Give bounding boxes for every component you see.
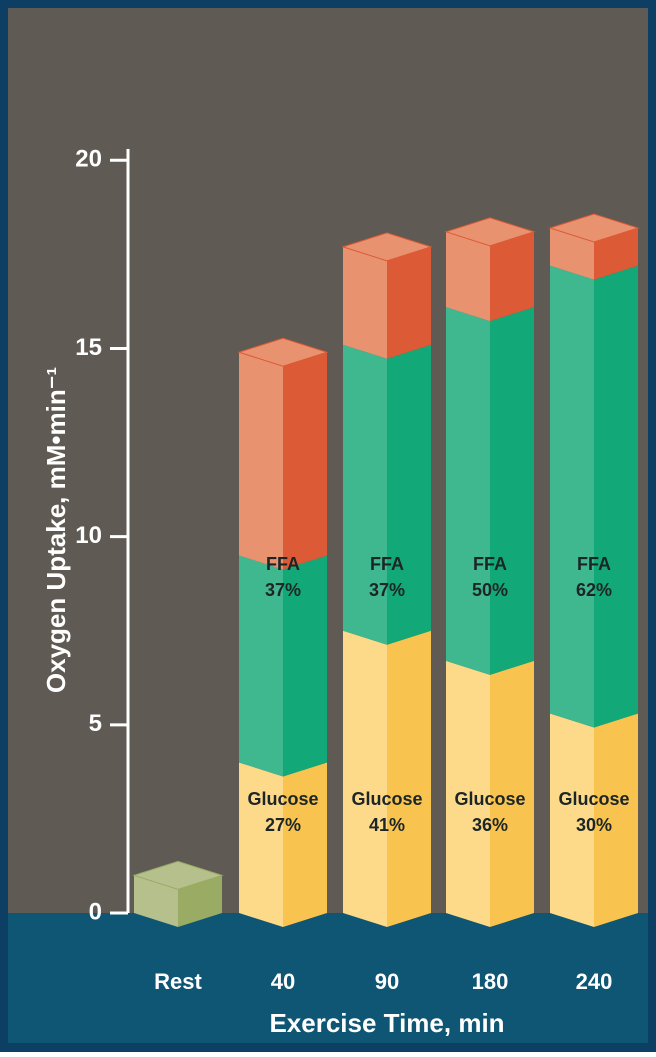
bar-segment-right xyxy=(594,713,638,927)
segment-share: 36% xyxy=(472,815,508,835)
x-tick-label: 40 xyxy=(271,969,295,994)
bar-segment-right xyxy=(490,660,534,927)
x-axis-title: Exercise Time, min xyxy=(269,1008,504,1038)
bar-segment-left xyxy=(343,246,387,359)
segment-share: 27% xyxy=(265,815,301,835)
segment-name: Glucose xyxy=(454,789,525,809)
segment-share: 30% xyxy=(576,815,612,835)
bar-top xyxy=(237,337,329,367)
segment-name: FFA xyxy=(577,554,611,574)
segment-name: FFA xyxy=(473,554,507,574)
bar-segment-right xyxy=(594,265,638,728)
x-tick-label: 90 xyxy=(375,969,399,994)
bar-segment-left xyxy=(550,228,594,280)
bar-top xyxy=(341,232,433,262)
bar-segment-right xyxy=(387,246,431,359)
segment-name: Glucose xyxy=(558,789,629,809)
bar-top xyxy=(548,213,640,243)
bar-segment-right xyxy=(490,307,534,675)
bar-segment-left xyxy=(446,660,490,927)
bar-segment-right xyxy=(283,762,327,927)
bar-segment-right xyxy=(490,231,534,322)
x-tick-label: 240 xyxy=(576,969,613,994)
bar-top xyxy=(132,860,224,890)
axis-band xyxy=(8,913,648,1043)
y-axis-title: Oxygen Uptake, mM•min⁻¹ xyxy=(41,367,71,693)
segment-share: 50% xyxy=(472,580,508,600)
bar-segment-right xyxy=(387,630,431,927)
bar-top xyxy=(444,217,536,247)
y-tick-label: 15 xyxy=(75,334,102,361)
bar-segment-right xyxy=(283,352,327,570)
segment-share: 37% xyxy=(265,580,301,600)
bar-segment-left xyxy=(239,352,283,570)
bar-segment-right xyxy=(387,344,431,645)
y-tick-label: 5 xyxy=(89,710,102,737)
x-tick-label: Rest xyxy=(154,969,202,994)
bar-segment-right xyxy=(283,555,327,777)
bar-segment-left xyxy=(343,344,387,645)
bar-segment-right xyxy=(178,875,222,927)
bar-segment-left xyxy=(550,713,594,927)
bar-segment-left xyxy=(343,630,387,927)
x-tick-label: 180 xyxy=(472,969,509,994)
segment-name: Glucose xyxy=(247,789,318,809)
segment-name: Glucose xyxy=(351,789,422,809)
bar-segment-left xyxy=(550,265,594,728)
segment-share: 37% xyxy=(369,580,405,600)
y-tick-label: 10 xyxy=(75,522,102,549)
bar-segment-left xyxy=(446,231,490,322)
segment-share: 62% xyxy=(576,580,612,600)
y-tick-label: 20 xyxy=(75,146,102,173)
segment-name: FFA xyxy=(370,554,404,574)
segment-name: FFA xyxy=(266,554,300,574)
y-tick-label: 0 xyxy=(89,898,102,925)
bar-segment-right xyxy=(594,228,638,280)
bar-segment-left xyxy=(446,307,490,675)
segment-share: 41% xyxy=(369,815,405,835)
bar-segment-left xyxy=(134,875,178,927)
bar-segment-left xyxy=(239,762,283,927)
bar-segment-left xyxy=(239,555,283,777)
